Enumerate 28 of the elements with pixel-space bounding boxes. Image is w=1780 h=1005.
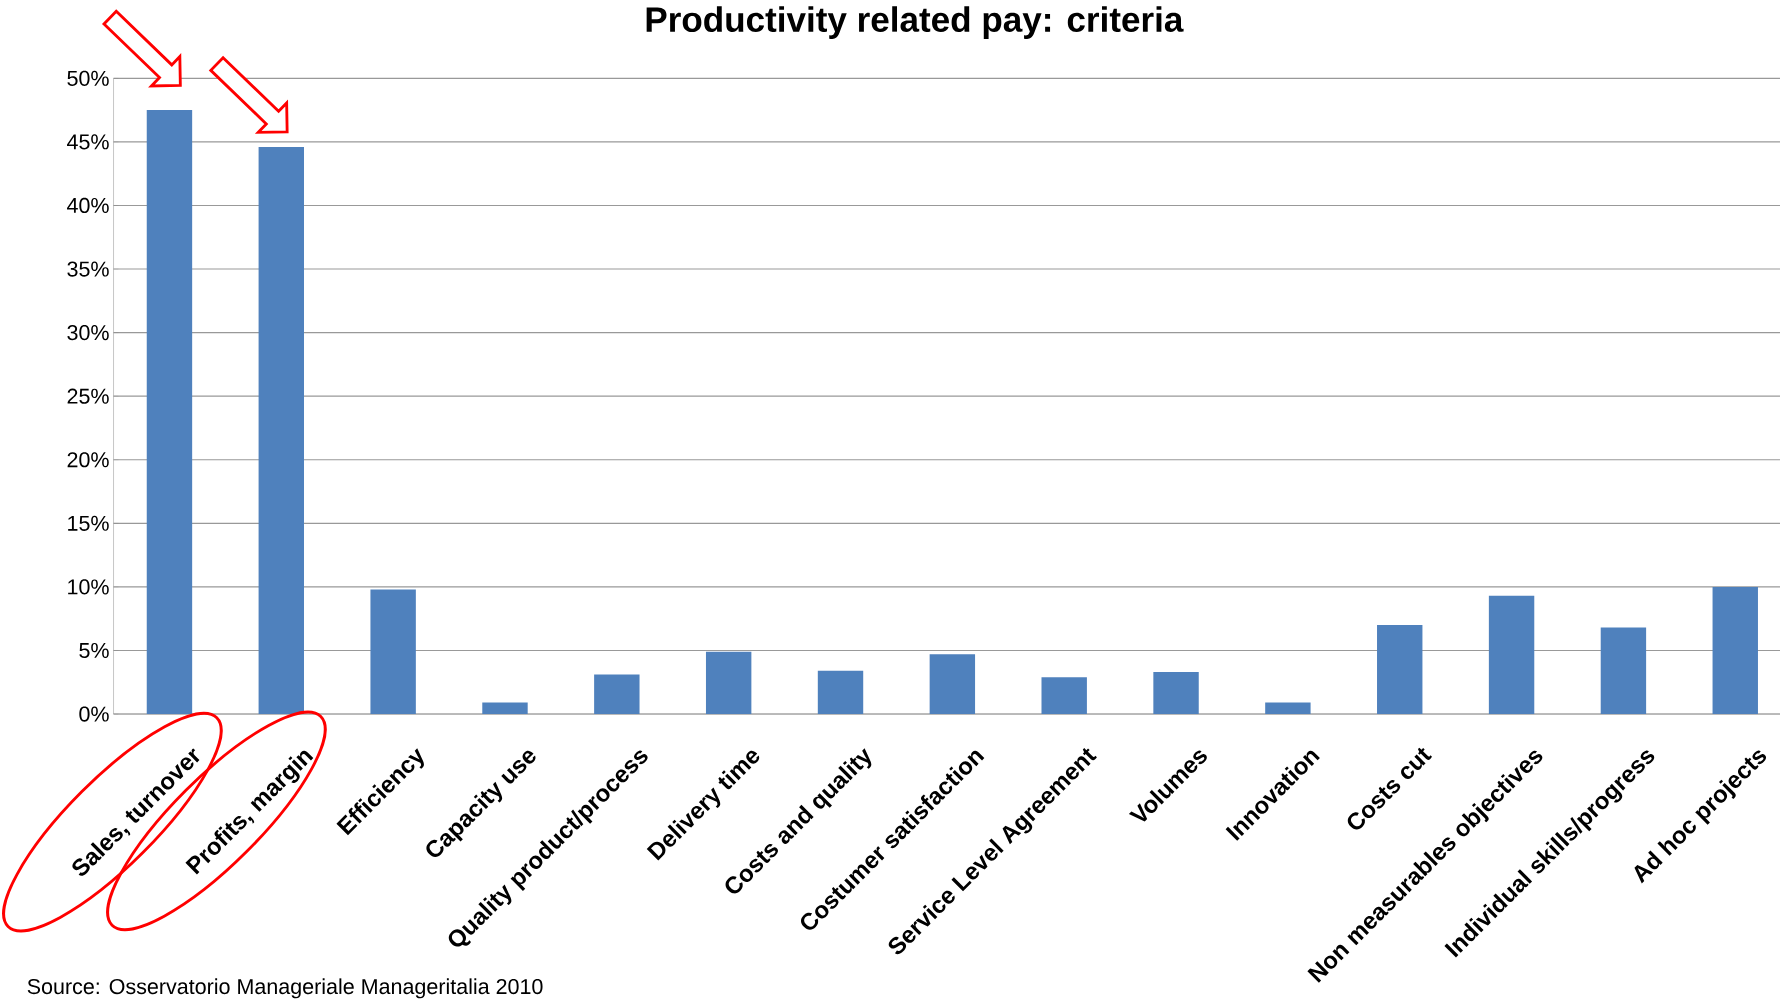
bar — [594, 674, 640, 715]
y-tick-label: 50% — [67, 70, 109, 87]
bar — [1377, 625, 1423, 715]
bar — [1488, 595, 1535, 715]
chart-title: Productivity related pay: criteria — [646, 6, 1184, 40]
source-note: Source: Osservatorio Manageriale Manageritalia 2010 — [27, 978, 543, 999]
y-tick-label: 45% — [67, 134, 109, 150]
bar — [817, 670, 864, 715]
y-tick-label: 15% — [68, 515, 109, 532]
bar — [705, 651, 752, 715]
bar — [370, 589, 416, 715]
y-tick-label: 30% — [67, 325, 109, 341]
y-tick-label: 35% — [67, 261, 109, 277]
y-tick-label: 20% — [67, 452, 109, 468]
bar — [1041, 677, 1087, 715]
bar — [1600, 627, 1647, 715]
bar — [258, 147, 304, 715]
bar — [1153, 672, 1199, 715]
y-tick-label: 40% — [67, 198, 109, 214]
y-tick-label: 25% — [67, 388, 109, 404]
y-tick-label: 0% — [79, 706, 109, 722]
bar — [1265, 702, 1311, 715]
bar — [1712, 587, 1758, 715]
y-tick-label: 10% — [68, 579, 109, 595]
y-tick-label: 5% — [79, 643, 109, 659]
bar — [146, 110, 193, 715]
bar — [482, 702, 528, 715]
bar — [929, 654, 976, 715]
